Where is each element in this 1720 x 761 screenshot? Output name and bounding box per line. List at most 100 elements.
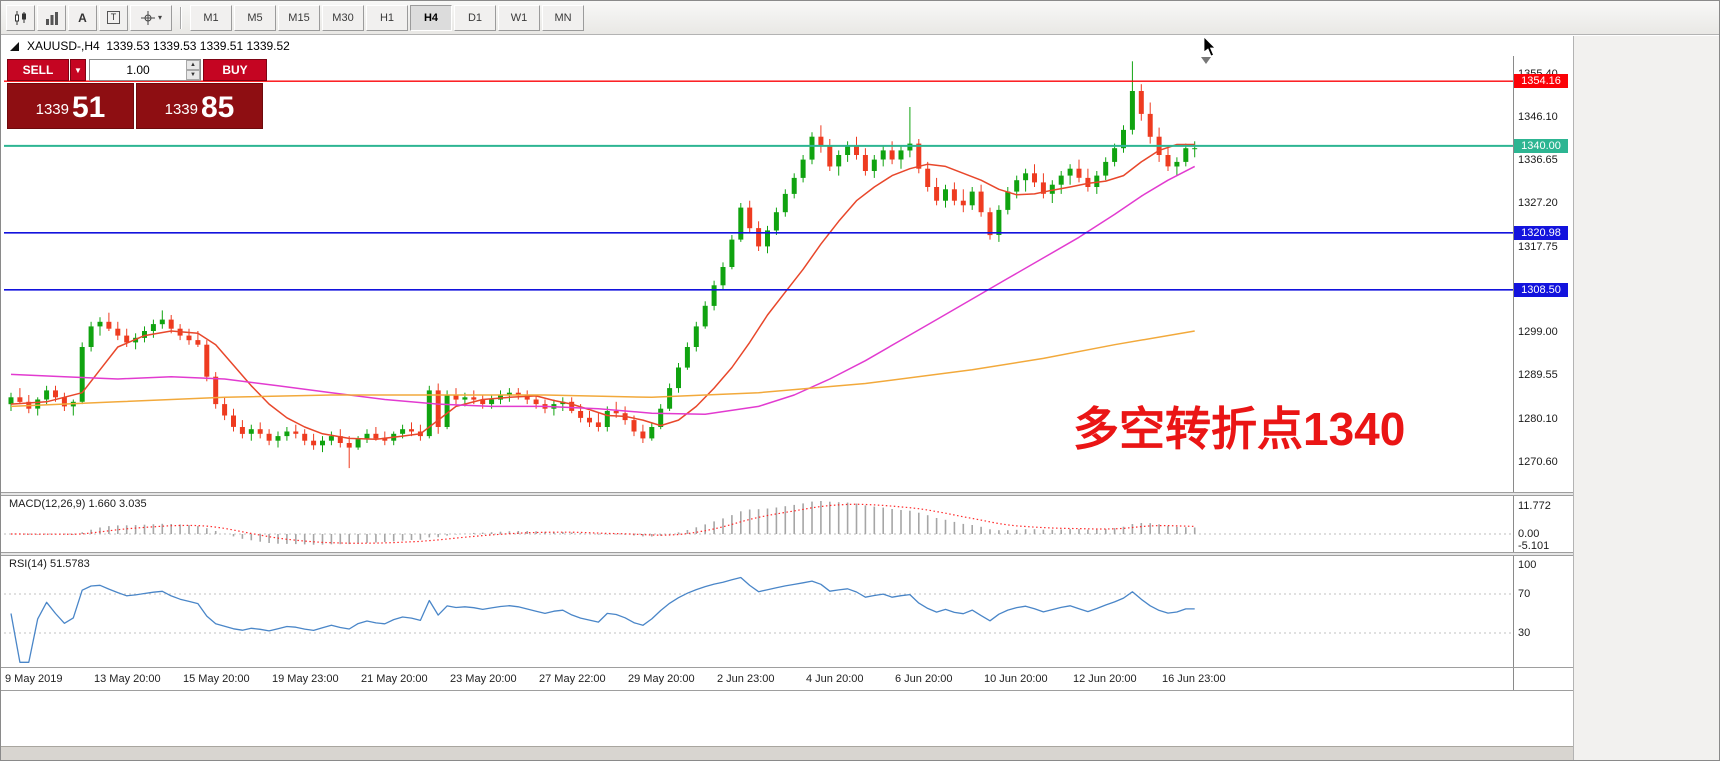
candle-body bbox=[231, 415, 236, 427]
candle-body bbox=[738, 207, 744, 240]
candle-body bbox=[845, 145, 851, 155]
candle-body bbox=[506, 392, 512, 395]
time-axis: 9 May 2019 13 May 20:00 15 May 20:00 19 May… bbox=[1, 668, 1513, 690]
candle-body bbox=[53, 390, 58, 398]
candle-body bbox=[97, 321, 103, 327]
timeframe-toolbar: M1 M5 M15 M30 H1 H4 D1 W1 MN bbox=[189, 4, 585, 31]
candle-body bbox=[1183, 148, 1189, 162]
timeframe-button-mn[interactable]: MN bbox=[542, 4, 584, 31]
candle-body bbox=[293, 431, 299, 434]
label-tool-icon[interactable]: T bbox=[99, 4, 128, 31]
timeframe-button-m30[interactable]: M30 bbox=[322, 4, 364, 31]
candle-body bbox=[1085, 177, 1091, 187]
candle-body bbox=[213, 376, 219, 405]
candle-body bbox=[44, 390, 50, 400]
ask-price-tile[interactable]: 1339 85 bbox=[136, 83, 263, 129]
timeframe-button-h1[interactable]: H1 bbox=[366, 4, 408, 31]
candle-body bbox=[204, 344, 210, 377]
toolbar-separator bbox=[180, 6, 182, 29]
crosshair-glyph bbox=[140, 10, 155, 25]
candle-body bbox=[1192, 148, 1198, 150]
candle-body bbox=[115, 328, 121, 336]
volume-spinner-up-icon[interactable]: ▲ bbox=[186, 60, 200, 70]
candle-body bbox=[1165, 155, 1171, 167]
candle-body bbox=[311, 440, 317, 446]
mouse-cursor-icon bbox=[1203, 37, 1216, 57]
candle-body bbox=[400, 429, 406, 434]
candle-body bbox=[1112, 148, 1118, 162]
candle-body bbox=[1076, 168, 1082, 178]
candle-body bbox=[969, 191, 975, 206]
time-axis-label: 27 May 22:00 bbox=[539, 673, 606, 685]
candle-body bbox=[631, 420, 637, 432]
candle-body bbox=[426, 390, 432, 437]
candle-body bbox=[1023, 173, 1029, 181]
caret-down-icon: ▼ bbox=[74, 65, 82, 75]
candlestick-chart-icon[interactable] bbox=[6, 4, 35, 31]
candle-body bbox=[800, 159, 806, 178]
candle-body bbox=[346, 443, 352, 448]
annotation-text: 多空转折点1340 bbox=[1073, 403, 1406, 455]
candle-body bbox=[1005, 191, 1011, 210]
candle-body bbox=[916, 143, 922, 169]
crosshair-tool-icon[interactable]: ▾ bbox=[130, 4, 172, 31]
one-click-trading-panel: SELL ▼ ▲ ▼ BUY 1339 51 1339 85 bbox=[7, 59, 267, 129]
candle-body bbox=[773, 212, 779, 231]
symbol-ohlc-text: XAUUSD-,H4 1339.53 1339.53 1339.51 1339.… bbox=[27, 39, 290, 53]
ask-price-big-figure: 1339 bbox=[164, 101, 198, 118]
bid-price-tile[interactable]: 1339 51 bbox=[7, 83, 134, 129]
sell-options-caret[interactable]: ▼ bbox=[70, 59, 86, 81]
sell-button[interactable]: SELL bbox=[7, 59, 69, 81]
symbol-marker-icon[interactable] bbox=[10, 42, 19, 51]
candle-body bbox=[1040, 182, 1046, 194]
dropdown-caret-icon: ▾ bbox=[157, 13, 162, 22]
bar-chart-icon[interactable] bbox=[37, 4, 66, 31]
candle-body bbox=[720, 267, 726, 286]
buy-button[interactable]: BUY bbox=[203, 59, 267, 81]
candle-body bbox=[1049, 184, 1055, 194]
candle-body bbox=[613, 411, 619, 414]
candle-body bbox=[1129, 91, 1135, 130]
candle-body bbox=[934, 187, 940, 201]
bottom-status-strip[interactable] bbox=[1, 746, 1573, 760]
timeframe-button-w1[interactable]: W1 bbox=[498, 4, 540, 31]
ma-line-mid-magenta[interactable] bbox=[10, 165, 1196, 415]
candle-body bbox=[676, 367, 681, 389]
candle-body bbox=[435, 390, 441, 427]
candle-body bbox=[471, 397, 477, 400]
candle-body bbox=[257, 429, 263, 434]
candle-body bbox=[266, 433, 272, 441]
candle-body bbox=[284, 431, 290, 437]
candle-body bbox=[533, 399, 539, 405]
timeframe-button-d1[interactable]: D1 bbox=[454, 4, 496, 31]
candle-body bbox=[809, 136, 815, 160]
candle-body bbox=[649, 427, 655, 439]
candle-body bbox=[702, 305, 708, 327]
rsi-label: RSI(14) 51.5783 bbox=[9, 558, 90, 570]
timeframe-button-m15[interactable]: M15 bbox=[278, 4, 320, 31]
candle-body bbox=[1058, 175, 1064, 185]
text-tool-glyph: A bbox=[78, 10, 87, 25]
candle-body bbox=[943, 189, 948, 201]
candle-body bbox=[364, 433, 370, 439]
panel-splitter[interactable] bbox=[1, 492, 1573, 496]
text-tool-icon[interactable]: A bbox=[68, 4, 97, 31]
candle-body bbox=[382, 438, 388, 441]
ma-line-slow-orange[interactable] bbox=[10, 330, 1195, 408]
macd-indicator-chart[interactable] bbox=[4, 496, 1513, 552]
candle-body bbox=[818, 136, 824, 146]
volume-input[interactable] bbox=[89, 59, 201, 81]
candle-body bbox=[355, 438, 361, 448]
time-axis-label: 21 May 20:00 bbox=[361, 673, 428, 685]
chart-shift-marker-icon[interactable] bbox=[1201, 57, 1211, 64]
candle-body bbox=[124, 335, 130, 343]
rsi-indicator-chart[interactable] bbox=[4, 556, 1513, 667]
timeframe-button-m1[interactable]: M1 bbox=[190, 4, 232, 31]
volume-spinner-down-icon[interactable]: ▼ bbox=[186, 70, 200, 80]
timeframe-button-m5[interactable]: M5 bbox=[234, 4, 276, 31]
panel-splitter[interactable] bbox=[1, 552, 1573, 556]
main-price-chart[interactable] bbox=[4, 56, 1513, 492]
main-toolbar: A T ▾ M1 M5 M15 M30 H1 H4 D1 W1 MN bbox=[1, 1, 1719, 35]
timeframe-button-h4[interactable]: H4 bbox=[410, 4, 452, 31]
ma-line-fast-red[interactable] bbox=[10, 143, 1195, 441]
